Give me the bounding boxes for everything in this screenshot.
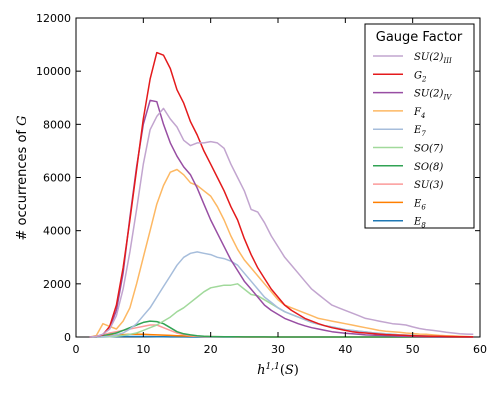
y-tick-label: 2000	[43, 278, 71, 291]
y-axis-label: # occurrences of G	[15, 115, 30, 240]
legend-label: E6	[413, 198, 426, 211]
y-tick-label: 8000	[43, 118, 71, 131]
legend-label: F4	[413, 107, 425, 120]
x-tick-label: 10	[136, 343, 150, 356]
x-tick-label: 30	[271, 343, 285, 356]
legend-label: SO(8)	[414, 162, 443, 173]
x-tick-label: 50	[406, 343, 420, 356]
x-tick-label: 40	[338, 343, 352, 356]
series-line-f-4	[89, 168, 474, 338]
series-line-g-2	[89, 51, 474, 338]
legend-label: E8	[413, 217, 426, 230]
legend: Gauge Factor SU(2)IIIG2SU(2)IVF4E7SO(7)S…	[364, 23, 475, 230]
y-tick-label: 10000	[36, 65, 71, 78]
x-tick-label: 0	[73, 343, 80, 356]
legend-label: G2	[414, 70, 427, 83]
series-line-su-2-iv	[89, 99, 474, 338]
legend-title: Gauge Factor	[376, 30, 463, 45]
legend-label: SU(2)III	[414, 52, 452, 65]
x-axis-label: h1,1(S)	[257, 362, 299, 378]
y-tick-label: 0	[64, 331, 71, 344]
x-tick-label: 60	[473, 343, 487, 356]
legend-label: E7	[413, 125, 426, 138]
axes: 0 10 20 30 40 50 60 0 2000 4000 6000 8000 10000 12000	[36, 12, 487, 356]
x-tick-label: 20	[204, 343, 218, 356]
legend-label: SO(7)	[414, 144, 443, 155]
legend-label: SU(2)IV	[414, 89, 452, 102]
y-tick-label: 12000	[36, 12, 71, 25]
series-line-su-2-iii	[89, 107, 474, 338]
y-tick-label: 6000	[43, 172, 71, 185]
legend-box	[364, 23, 475, 229]
y-tick-label: 4000	[43, 225, 71, 238]
legend-items: SU(2)III G2 SU(2)IV F4 E7 SO(7) SO(8) SU(3) E6 E8	[373, 52, 452, 230]
legend-label: SU(3)	[414, 180, 444, 191]
series-layer	[89, 51, 474, 338]
